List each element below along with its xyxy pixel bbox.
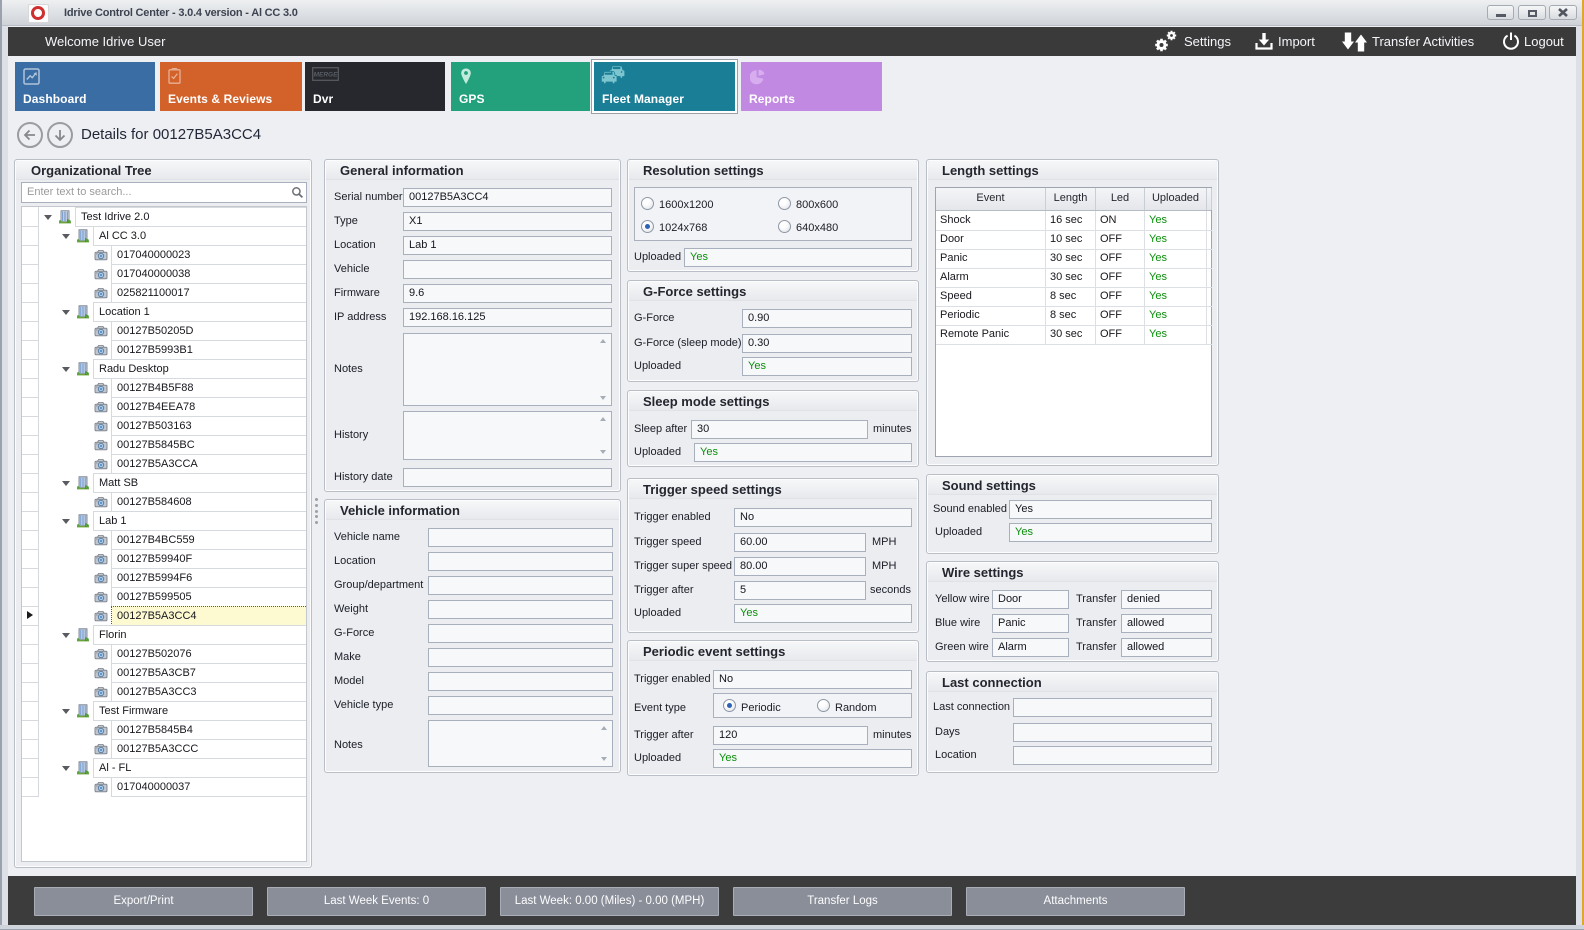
svg-text:MERGE: MERGE [314, 72, 339, 79]
